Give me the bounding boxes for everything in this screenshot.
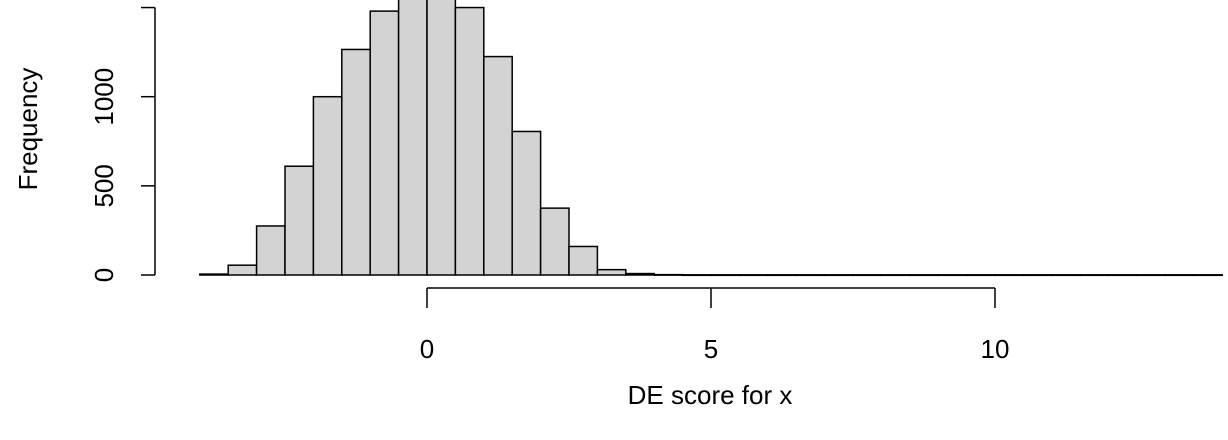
- x-axis: 0 5 10: [420, 287, 1010, 364]
- x-tick-label: 5: [704, 334, 718, 364]
- histogram-bar: [397, 0, 428, 276]
- histogram-bar: [1193, 274, 1223, 277]
- x-tick-label: 0: [420, 334, 434, 364]
- y-tick-label: 0: [89, 268, 119, 282]
- histogram-bar: [1022, 274, 1053, 277]
- histogram-bars: [199, 0, 1223, 277]
- histogram-bar: [312, 95, 343, 276]
- histogram-bar: [823, 274, 854, 277]
- histogram-bar: [341, 48, 371, 276]
- y-axis: 0 500 1000: [89, 6, 156, 282]
- histogram-bar: [255, 225, 286, 276]
- histogram-bar: [653, 273, 684, 276]
- histogram-bar: [767, 274, 797, 277]
- histogram-bar: [1107, 274, 1138, 277]
- x-axis-title: DE score for x: [628, 380, 793, 410]
- y-tick-label: 500: [89, 164, 119, 207]
- histogram-bar: [511, 130, 542, 276]
- histogram-bar: [227, 264, 258, 276]
- histogram-bar: [369, 10, 400, 276]
- histogram-bar: [1164, 274, 1195, 277]
- histogram-bar: [625, 272, 655, 276]
- histogram-bar: [454, 6, 485, 276]
- histogram-bar: [568, 245, 599, 276]
- histogram-bar: [909, 274, 939, 277]
- x-tick-label: 10: [981, 334, 1010, 364]
- histogram-bar: [994, 274, 1025, 277]
- histogram-bar: [539, 207, 570, 276]
- histogram-bar: [795, 274, 826, 277]
- histogram-bar: [937, 274, 968, 277]
- y-tick-label: 1000: [89, 68, 119, 126]
- histogram-bar: [596, 268, 627, 276]
- histogram-bar: [681, 274, 712, 277]
- histogram-bar: [284, 165, 315, 276]
- histogram-bar: [1136, 274, 1167, 277]
- histogram-bar: [965, 274, 996, 277]
- histogram-bar: [1051, 274, 1081, 277]
- histogram-bar: [710, 274, 741, 277]
- histogram-bar: [880, 274, 911, 277]
- histogram-bar: [426, 0, 457, 276]
- histogram-bar: [1079, 274, 1110, 277]
- histogram-bar: [199, 273, 229, 276]
- histogram-bar: [852, 274, 883, 277]
- histogram-bar: [483, 55, 513, 276]
- y-axis-title: Frequency: [13, 68, 43, 191]
- histogram-bar: [738, 274, 769, 277]
